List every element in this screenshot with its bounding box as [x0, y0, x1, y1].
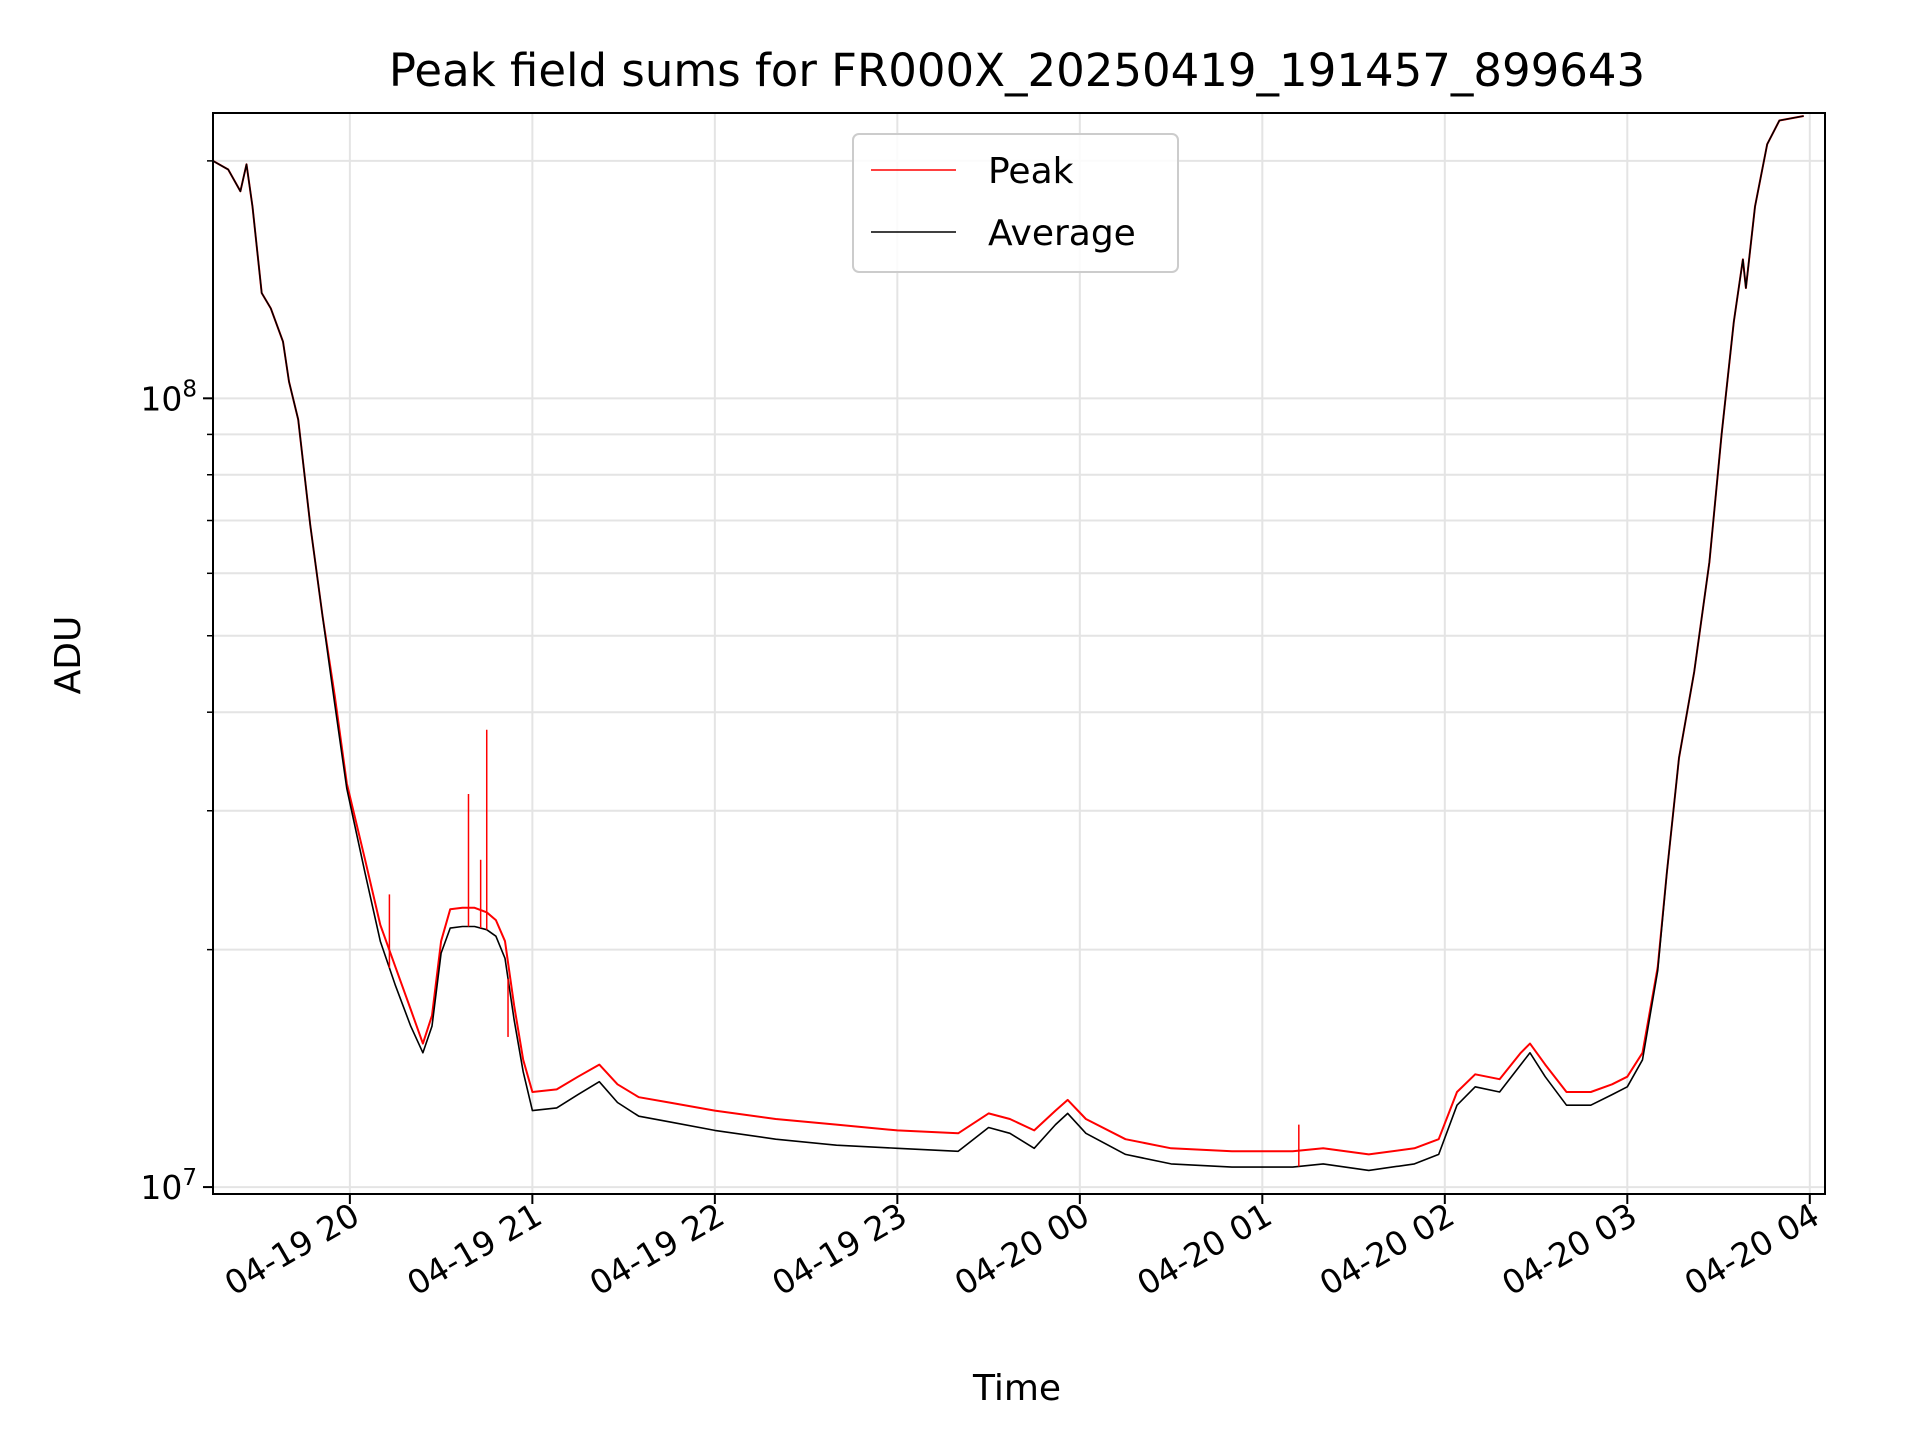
y-tick-base: 10	[140, 1168, 182, 1207]
y-tick-label: 107	[140, 1165, 197, 1207]
x-axis-label: Time	[972, 1368, 1061, 1409]
plot-frame	[212, 112, 1826, 1195]
y-tick-base: 10	[140, 379, 182, 418]
y-tick-label: 108	[140, 376, 197, 418]
y-axis-label: ADU	[48, 616, 89, 695]
grid-layer	[213, 113, 1825, 1194]
legend-label-average: Average	[988, 213, 1136, 254]
y-tick-exponent: 8	[182, 376, 197, 402]
series-layer	[212, 115, 1804, 1172]
legend-label-peak: Peak	[988, 151, 1074, 192]
legend: Peak Average	[852, 133, 1179, 273]
chart-title: Peak field sums for FR000X_20250419_1914…	[389, 44, 1645, 97]
series-line-average	[212, 115, 1804, 1172]
legend-box	[852, 133, 1179, 273]
y-tick-exponent: 7	[182, 1165, 197, 1191]
